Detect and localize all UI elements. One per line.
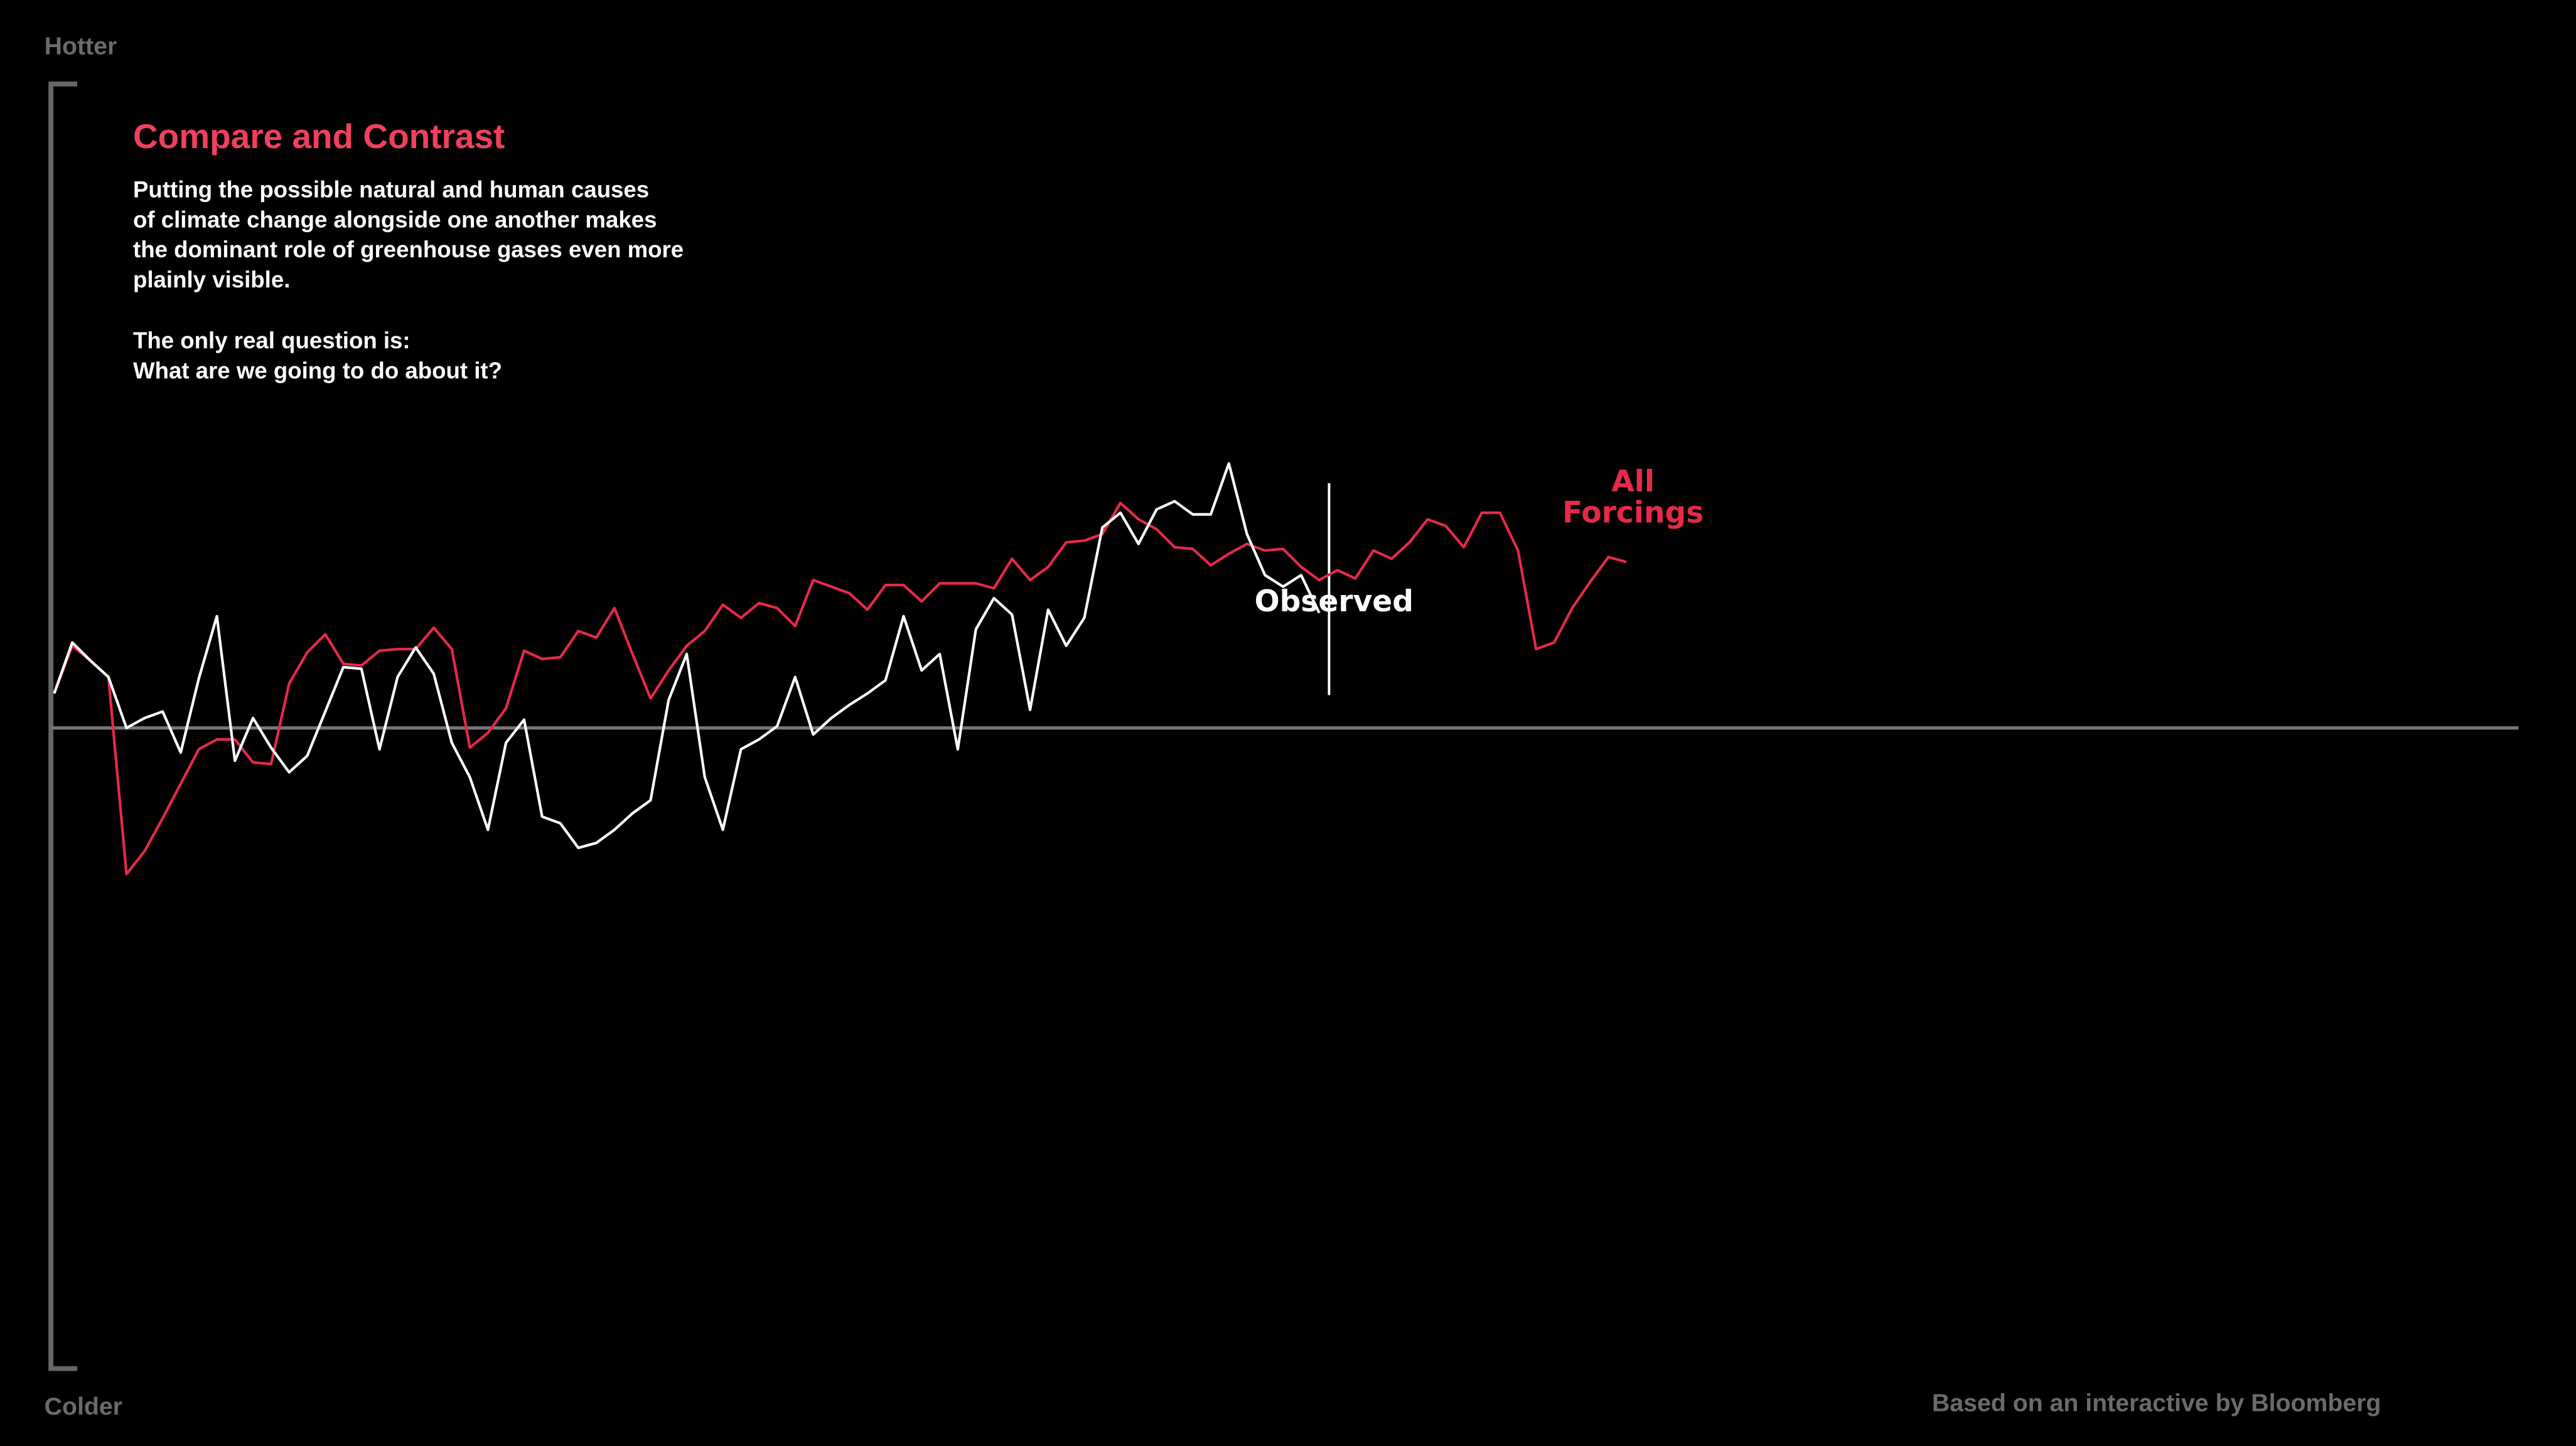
title: Compare and Contrast bbox=[133, 117, 505, 156]
bottom-label: Colder bbox=[45, 1393, 122, 1420]
series-label-text: All Forcings bbox=[1562, 466, 1704, 531]
description-line: of climate change alongside one another … bbox=[133, 206, 657, 232]
description-line: plainly visible. bbox=[133, 267, 290, 292]
series-label: All Forcings bbox=[1562, 466, 1704, 531]
description-line: Putting the possible natural and human c… bbox=[133, 176, 649, 202]
series-line bbox=[53, 462, 1321, 850]
plot: All Forcings Observed bbox=[51, 462, 2519, 876]
text-block: Putting the possible natural and human c… bbox=[133, 176, 684, 383]
credit: Based on an interactive by Bloomberg bbox=[1932, 1390, 2381, 1417]
description-line: the dominant role of greenhouse gases ev… bbox=[133, 237, 684, 262]
series-label: Observed bbox=[1255, 584, 1414, 619]
top-label: Hotter bbox=[45, 33, 117, 60]
question-line: The only real question is: bbox=[133, 328, 411, 353]
question-line: What are we going to do about it? bbox=[133, 358, 502, 383]
series-line bbox=[53, 501, 1627, 876]
